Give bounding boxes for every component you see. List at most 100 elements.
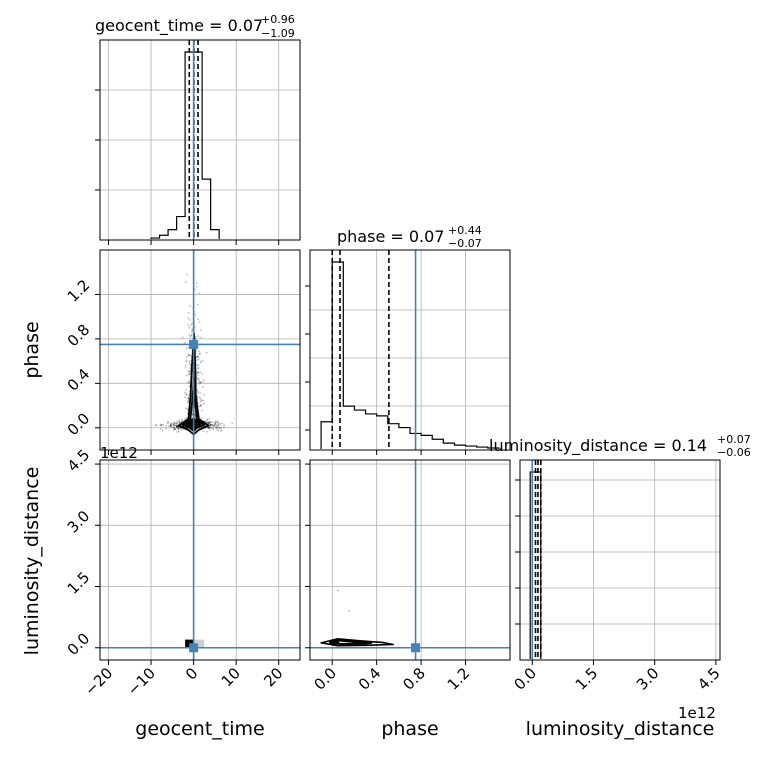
sample-point (186, 347, 188, 350)
sample-point (173, 424, 176, 427)
sample-point (191, 328, 194, 331)
sample-point (212, 421, 215, 424)
sample-point (171, 426, 173, 429)
sample-point (188, 373, 191, 376)
sample-point (195, 356, 198, 359)
sample-point (177, 427, 180, 430)
sample-point (197, 335, 199, 337)
sample-point (196, 371, 199, 374)
y-tick-label: 1.2 (64, 276, 94, 306)
sample-point (223, 426, 225, 429)
sample-point (200, 417, 203, 419)
sample-point (201, 373, 204, 376)
y-tick-label: 3.0 (64, 507, 94, 537)
sample-point (199, 371, 202, 374)
x-tick-label: 0.0 (510, 664, 540, 694)
sample-point (188, 380, 191, 383)
sample-point (174, 428, 176, 431)
sample-point (175, 424, 178, 427)
sample-point (219, 430, 222, 432)
sample-point (206, 418, 208, 421)
sample-point (177, 426, 179, 429)
sample-point (214, 420, 217, 422)
title-luminosity-distance-minus: −0.06 (717, 446, 751, 459)
sample-point (200, 399, 203, 401)
sample-point (187, 397, 190, 400)
sample-point (210, 423, 213, 426)
sample-point (185, 389, 188, 391)
sample-point (176, 422, 178, 425)
sample-point (196, 285, 198, 288)
sample-point (202, 359, 204, 362)
sample-point (175, 424, 178, 427)
sample-point (177, 428, 180, 431)
sample-point (172, 423, 175, 426)
sample-point (179, 427, 182, 429)
sample-point (187, 396, 190, 399)
sample-point (206, 419, 209, 422)
y-tick-label: 0.0 (64, 409, 94, 439)
histogram-step-phase (320, 261, 500, 449)
sample-point (160, 423, 163, 426)
sample-point (217, 423, 220, 426)
sample-point (160, 424, 163, 427)
contour-luminosity-distance-phase (320, 637, 395, 647)
x-tick-label: 10 (218, 664, 244, 690)
sample-point (184, 281, 187, 283)
sample-point (181, 336, 184, 339)
sample-point (186, 407, 189, 410)
sample-point (169, 424, 172, 427)
sample-point (196, 389, 199, 392)
sample-point (172, 426, 175, 429)
sample-point (185, 361, 188, 363)
title-geocent-time-name: geocent_time (95, 16, 204, 36)
sample-point (208, 427, 211, 429)
sample-point (167, 425, 170, 428)
sample-point (184, 366, 187, 369)
sample-point (209, 426, 212, 429)
sample-point (211, 427, 214, 430)
sample-point (169, 424, 172, 426)
title-geocent-time: geocent_time = 0.07 (95, 16, 263, 36)
sample-point (178, 419, 180, 422)
sample-point (198, 382, 201, 385)
sample-point (191, 322, 193, 325)
title-luminosity-distance: luminosity_distance = 0.14 (489, 436, 707, 456)
sample-point (203, 399, 205, 402)
sample-point (160, 423, 163, 426)
sample-point (198, 352, 201, 355)
title-phase-median: 0.07 (409, 227, 445, 246)
sample-point (199, 353, 201, 355)
sample-point (170, 422, 173, 425)
x-tick-label: 0 (182, 664, 201, 683)
sample-point (194, 313, 196, 316)
sample-point (207, 426, 210, 429)
x-tick-label: 20 (260, 664, 286, 690)
sample-point (218, 424, 220, 427)
sample-point (167, 420, 169, 423)
sample-point (172, 424, 175, 426)
sample-point (197, 390, 200, 393)
sample-point (190, 334, 193, 337)
sample-point (203, 379, 205, 381)
sample-point (214, 421, 217, 424)
sample-point (216, 424, 219, 427)
sample-point (217, 429, 220, 432)
sample-point (175, 425, 178, 428)
sample-point (223, 424, 226, 427)
sample-point (198, 321, 201, 324)
x-tick-label: 0.0 (310, 664, 340, 694)
sample-point (187, 324, 190, 327)
sample-point (175, 426, 178, 429)
sample-point (183, 417, 186, 420)
sample-point (197, 318, 199, 321)
sample-point (155, 424, 157, 427)
x-tick-label: 1.2 (444, 664, 474, 694)
sample-point (201, 399, 203, 402)
sample-point (197, 392, 199, 395)
sample-point (197, 303, 199, 306)
sample-point (209, 429, 211, 432)
sample-point (211, 424, 214, 427)
scatter-panel-phase-vs-geocent-time: 0.0 0.4 0.8 1.2 (64, 249, 301, 455)
sample-point (213, 424, 216, 426)
